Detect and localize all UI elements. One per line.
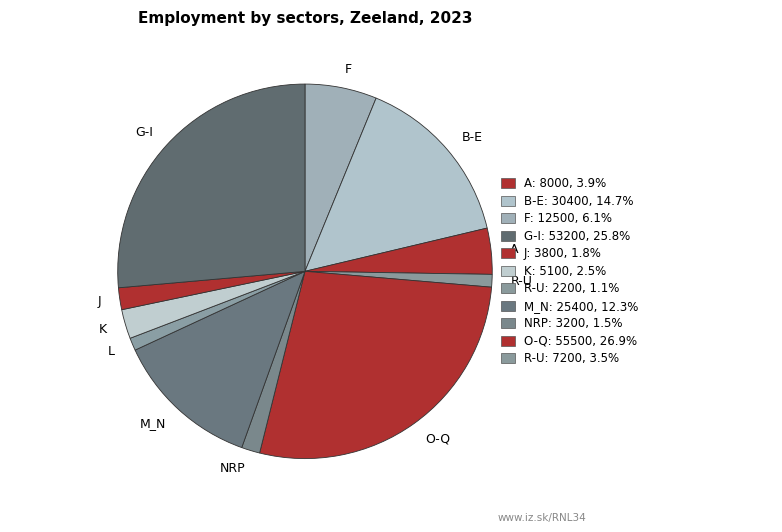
Wedge shape	[305, 271, 492, 287]
Text: www.iz.sk/RNL34: www.iz.sk/RNL34	[498, 513, 586, 523]
Wedge shape	[118, 84, 305, 288]
Text: NRP: NRP	[220, 462, 245, 475]
Wedge shape	[260, 271, 492, 459]
Legend: A: 8000, 3.9%, B-E: 30400, 14.7%, F: 12500, 6.1%, G-I: 53200, 25.8%, J: 3800, 1.: A: 8000, 3.9%, B-E: 30400, 14.7%, F: 125…	[498, 175, 641, 368]
Text: A: A	[510, 243, 518, 255]
Wedge shape	[305, 98, 487, 271]
Wedge shape	[118, 271, 305, 310]
Wedge shape	[242, 271, 305, 453]
Text: L: L	[108, 345, 115, 358]
Text: K: K	[99, 323, 107, 336]
Text: O-Q: O-Q	[425, 433, 450, 445]
Text: M_N: M_N	[140, 417, 166, 430]
Text: J: J	[98, 295, 101, 308]
Wedge shape	[305, 228, 492, 275]
Wedge shape	[122, 271, 305, 338]
Text: R-U: R-U	[511, 275, 533, 288]
Title: Employment by sectors, Zeeland, 2023: Employment by sectors, Zeeland, 2023	[138, 11, 472, 27]
Text: B-E: B-E	[461, 131, 482, 144]
Text: G-I: G-I	[135, 126, 153, 139]
Wedge shape	[305, 84, 376, 271]
Wedge shape	[130, 271, 305, 350]
Wedge shape	[135, 271, 305, 447]
Text: F: F	[345, 63, 352, 76]
